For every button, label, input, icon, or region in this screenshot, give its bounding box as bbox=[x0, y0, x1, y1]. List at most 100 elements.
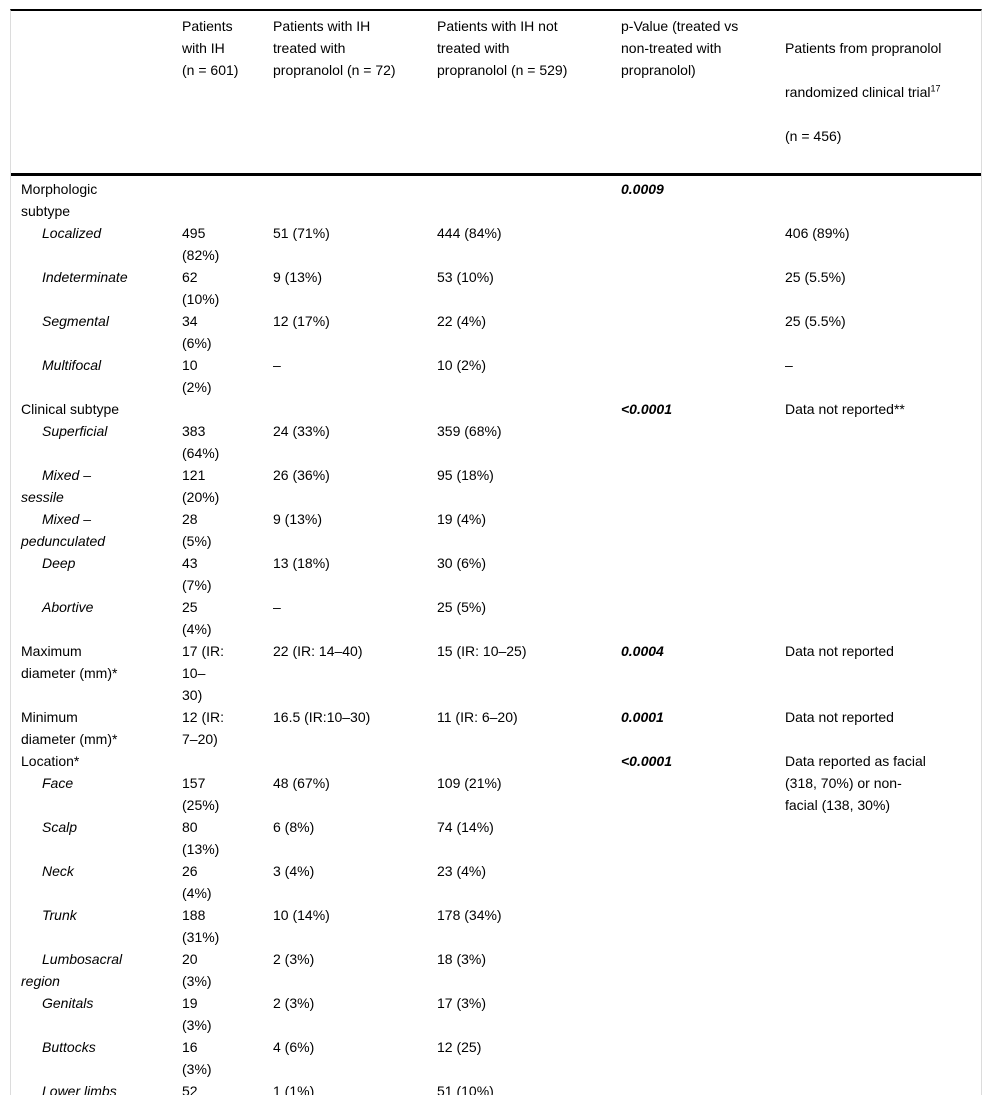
cell-patients: 80 (13%) bbox=[182, 819, 220, 857]
cell-untreated: 95 (18%) bbox=[437, 467, 494, 483]
cell-treated: 4 (6%) bbox=[273, 1039, 315, 1055]
cell-trial bbox=[785, 420, 981, 464]
cell-patients: 43 (7%) bbox=[182, 555, 212, 593]
cell-row-label: Morphologic subtype bbox=[21, 181, 98, 219]
cell-untreated: 30 (6%) bbox=[437, 555, 487, 571]
table-row: Scalp 80 (13%) 6 (8%) 74 (14%) bbox=[11, 816, 981, 860]
cell-pvalue bbox=[621, 222, 785, 266]
cell-trial bbox=[785, 992, 981, 1036]
cell-pvalue bbox=[621, 552, 785, 596]
cell-trial bbox=[785, 904, 981, 948]
table-row: Segmental 34 (6%) 12 (17%) 22 (4%) 25 (5.5%) bbox=[11, 310, 981, 354]
cell-treated: 3 (4%) bbox=[273, 863, 315, 879]
cell-treated: – bbox=[273, 357, 281, 373]
table-row: Buttocks 16 (3%) 4 (6%) 12 (25) bbox=[11, 1036, 981, 1080]
table-row: Face 157 (25%) 48 (67%) 109 (21%) bbox=[11, 772, 981, 816]
cell-untreated: 74 (14%) bbox=[437, 819, 494, 835]
cell-patients: 28 (5%) bbox=[182, 511, 212, 549]
cell-patients: 12 (IR: 7–20) bbox=[182, 709, 225, 747]
cell-pvalue bbox=[621, 816, 785, 860]
cell-row-label: Indeterminate bbox=[42, 269, 128, 285]
cell-patients: 383 (64%) bbox=[182, 423, 220, 461]
cell-untreated: 359 (68%) bbox=[437, 423, 502, 439]
cell-pvalue bbox=[621, 904, 785, 948]
table-row: Superficial 383 (64%) 24 (33%) 359 (68%) bbox=[11, 420, 981, 464]
cell-trial: Data not reported** bbox=[785, 401, 905, 417]
cell-row-label: Buttocks bbox=[42, 1039, 96, 1055]
cell-untreated: 109 (21%) bbox=[437, 775, 502, 791]
cell-patients: 25 (4%) bbox=[182, 599, 212, 637]
header-patients-with-ih: Patients with IH (n = 601) bbox=[182, 18, 239, 78]
cell-treated: 1 (1%) bbox=[273, 1083, 315, 1095]
cell-pvalue bbox=[621, 1080, 785, 1095]
cell-patients: 26 (4%) bbox=[182, 863, 212, 901]
table-row: Neck 26 (4%) 3 (4%) 23 (4%) bbox=[11, 860, 981, 904]
header-trial-line2: randomized clinical trial17 bbox=[785, 83, 941, 100]
cell-untreated: 11 (IR: 6–20) bbox=[437, 709, 518, 725]
cell-patients: 10 (2%) bbox=[182, 357, 212, 395]
cell-treated: 22 (IR: 14–40) bbox=[273, 643, 363, 659]
cell-treated: 2 (3%) bbox=[273, 951, 315, 967]
table-row: Morphologic subtype 0.0009 bbox=[11, 178, 981, 222]
cell-trial bbox=[785, 948, 981, 992]
cell-treated: 9 (13%) bbox=[273, 511, 323, 527]
table-row: Minimum diameter (mm)* 12 (IR: 7–20) 16.5 … bbox=[11, 706, 981, 750]
cell-pvalue bbox=[621, 310, 785, 354]
cell-row-label: Abortive bbox=[42, 599, 94, 615]
table-row: Multifocal 10 (2%) – 10 (2%) – bbox=[11, 354, 981, 398]
cell-patients: 62 (10%) bbox=[182, 269, 220, 307]
cell-pvalue bbox=[621, 860, 785, 904]
cell-patients bbox=[182, 178, 273, 222]
cell-row-label: Scalp bbox=[42, 819, 78, 835]
header-treated-with-propranolol: Patients with IH treated with propranolo… bbox=[273, 18, 396, 78]
cell-patients: 188 (31%) bbox=[182, 907, 220, 945]
table-row: Mixed – pedunculated 28 (5%) 9 (13%) 19 (4%… bbox=[11, 508, 981, 552]
cell-trial bbox=[785, 860, 981, 904]
cell-pvalue bbox=[621, 464, 785, 508]
table-row: Indeterminate 62 (10%) 9 (13%) 53 (10%) 25 (… bbox=[11, 266, 981, 310]
cell-row-label: Lower limbs bbox=[42, 1083, 117, 1095]
cell-untreated: 18 (3%) bbox=[437, 951, 487, 967]
cell-treated bbox=[273, 750, 437, 772]
cell-treated: 10 (14%) bbox=[273, 907, 330, 923]
cell-patients: 20 (3%) bbox=[182, 951, 212, 989]
cell-untreated: 19 (4%) bbox=[437, 511, 487, 527]
cell-patients: 19 (3%) bbox=[182, 995, 212, 1033]
cell-trial bbox=[785, 816, 981, 860]
header-not-treated-with-propranolol: Patients with IH not treated with propra… bbox=[437, 18, 568, 78]
table-header-row: Patients with IH (n = 601) Patients with… bbox=[11, 11, 981, 176]
cell-trial: Data reported as facial (318, 70%) or no… bbox=[785, 753, 926, 813]
table-row: Mixed – sessile 121 (20%) 26 (36%) 95 (18%) bbox=[11, 464, 981, 508]
cell-trial: 25 (5.5%) bbox=[785, 313, 846, 329]
cell-row-label: Localized bbox=[42, 225, 102, 241]
cell-trial bbox=[785, 508, 981, 552]
cell-untreated: 51 (10%) bbox=[437, 1083, 494, 1095]
cell-trial: Data not reported bbox=[785, 709, 894, 725]
cell-trial: Data not reported bbox=[785, 643, 894, 659]
cell-row-label: Deep bbox=[42, 555, 76, 571]
cell-pvalue bbox=[621, 772, 785, 816]
cell-pvalue: 0.0004 bbox=[621, 643, 664, 659]
cell-patients: 121 (20%) bbox=[182, 467, 220, 505]
table-row: Location* <0.0001 Data reported as facial … bbox=[11, 750, 981, 813]
cell-treated bbox=[273, 398, 437, 420]
header-row-label bbox=[21, 15, 182, 169]
cell-trial bbox=[785, 772, 981, 816]
table-row: Clinical subtype <0.0001 Data not reported… bbox=[11, 398, 981, 420]
cell-pvalue bbox=[621, 992, 785, 1036]
cell-row-label: Segmental bbox=[42, 313, 109, 329]
cell-pvalue bbox=[621, 508, 785, 552]
cell-treated: 2 (3%) bbox=[273, 995, 315, 1011]
cell-untreated: 12 (25) bbox=[437, 1039, 482, 1055]
cell-untreated: 178 (34%) bbox=[437, 907, 502, 923]
cell-row-label: Superficial bbox=[42, 423, 108, 439]
cell-row-label: Mixed – sessile bbox=[21, 467, 92, 505]
cell-untreated: 10 (2%) bbox=[437, 357, 487, 373]
table-container: Patients with IH (n = 601) Patients with… bbox=[10, 9, 982, 1095]
cell-pvalue: <0.0001 bbox=[621, 401, 672, 417]
cell-trial bbox=[785, 178, 981, 222]
cell-untreated: 22 (4%) bbox=[437, 313, 487, 329]
cell-row-label: Trunk bbox=[42, 907, 77, 923]
cell-row-label: Mixed – pedunculated bbox=[21, 511, 106, 549]
